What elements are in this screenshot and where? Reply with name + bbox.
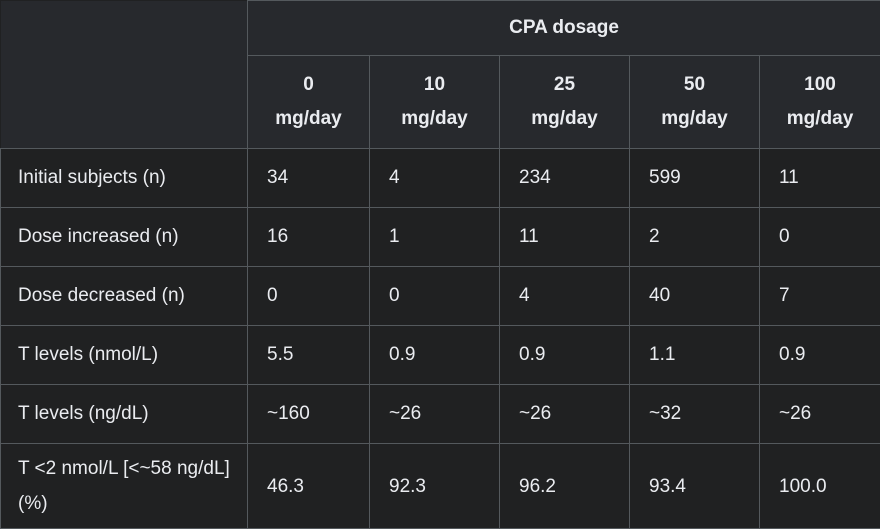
table-cell: 1.1	[630, 326, 760, 385]
dose-header-25: 25 mg/day	[500, 56, 630, 149]
table-cell: 46.3	[248, 444, 370, 529]
table-cell: 34	[248, 149, 370, 208]
corner-header-cell	[1, 1, 248, 149]
table-cell: 4	[500, 267, 630, 326]
table-cell: 2	[630, 208, 760, 267]
table-cell: 7	[760, 267, 880, 326]
dose-header-0: 0 mg/day	[248, 56, 370, 149]
table-cell: 4	[370, 149, 500, 208]
table-cell: 0.9	[500, 326, 630, 385]
table-cell: 11	[760, 149, 880, 208]
row-label: T levels (ng/dL)	[1, 385, 248, 444]
dose-unit: mg/day	[248, 102, 369, 136]
table-row-dose-increased: Dose increased (n) 16 1 11 2 0	[1, 208, 880, 267]
dose-header-50: 50 mg/day	[630, 56, 760, 149]
table-cell: 93.4	[630, 444, 760, 529]
row-label: Initial subjects (n)	[1, 149, 248, 208]
dose-amount: 0	[248, 68, 369, 102]
table-cell: ~160	[248, 385, 370, 444]
dose-header-100: 100 mg/day	[760, 56, 880, 149]
dose-amount: 10	[370, 68, 499, 102]
table-cell: 0	[370, 267, 500, 326]
dose-unit: mg/day	[500, 102, 629, 136]
table-cell: 0.9	[370, 326, 500, 385]
table-cell: 0	[760, 208, 880, 267]
dose-unit: mg/day	[760, 102, 880, 136]
row-label: T <2 nmol/L [<~58 ng/dL] (%)	[1, 444, 248, 529]
row-label: Dose decreased (n)	[1, 267, 248, 326]
dose-unit: mg/day	[630, 102, 759, 136]
table-cell: 40	[630, 267, 760, 326]
table-cell: 0.9	[760, 326, 880, 385]
dose-unit: mg/day	[370, 102, 499, 136]
table-row-initial-subjects: Initial subjects (n) 34 4 234 599 11	[1, 149, 880, 208]
table-cell: ~26	[760, 385, 880, 444]
table-cell: 1	[370, 208, 500, 267]
table-cell: ~32	[630, 385, 760, 444]
table-cell: ~26	[500, 385, 630, 444]
table-row-t-levels-nmol: T levels (nmol/L) 5.5 0.9 0.9 1.1 0.9	[1, 326, 880, 385]
dose-amount: 100	[760, 68, 880, 102]
table-cell: 599	[630, 149, 760, 208]
table-cell: 16	[248, 208, 370, 267]
table-cell: 11	[500, 208, 630, 267]
dose-amount: 25	[500, 68, 629, 102]
dose-amount: 50	[630, 68, 759, 102]
row-label: Dose increased (n)	[1, 208, 248, 267]
table-row-t-below-threshold: T <2 nmol/L [<~58 ng/dL] (%) 46.3 92.3 9…	[1, 444, 880, 529]
table-cell: ~26	[370, 385, 500, 444]
dose-header-10: 10 mg/day	[370, 56, 500, 149]
table-cell: 100.0	[760, 444, 880, 529]
table-cell: 0	[248, 267, 370, 326]
table-cell: 5.5	[248, 326, 370, 385]
table-cell: 234	[500, 149, 630, 208]
table-cell: 92.3	[370, 444, 500, 529]
table-row-t-levels-ngdl: T levels (ng/dL) ~160 ~26 ~26 ~32 ~26	[1, 385, 880, 444]
table-row-dose-decreased: Dose decreased (n) 0 0 4 40 7	[1, 267, 880, 326]
row-label: T levels (nmol/L)	[1, 326, 248, 385]
group-header-cpa-dosage: CPA dosage	[248, 1, 880, 56]
table-cell: 96.2	[500, 444, 630, 529]
